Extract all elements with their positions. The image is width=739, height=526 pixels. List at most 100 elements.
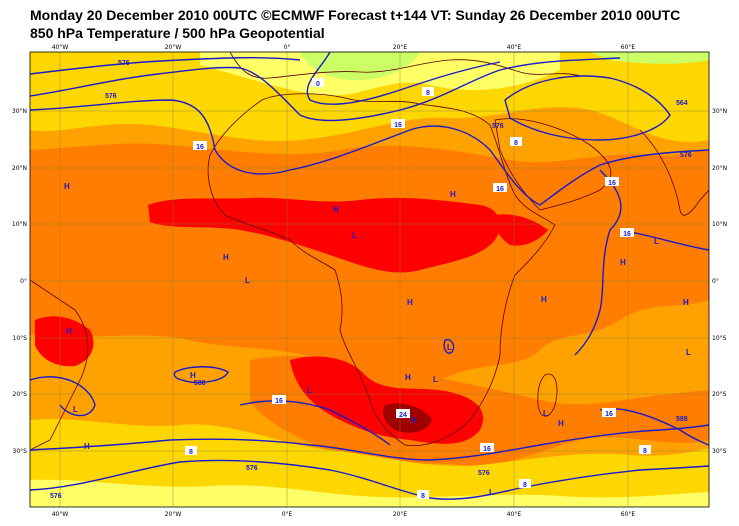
temp-label: 8 [426, 90, 430, 97]
geopotential-label-group: 576 576 576 564 576 588 576 576 576 588 [50, 60, 692, 500]
geopotential-label: 576 [118, 60, 130, 67]
low-marker: L [245, 276, 250, 285]
lon-tick-label: 20°E [393, 511, 408, 518]
south-america-coast [30, 279, 89, 451]
temperature-field [30, 52, 709, 507]
lat-tick-label: 20°S [13, 391, 28, 398]
contour-n2 [30, 57, 621, 122]
geopotential-label: 564 [676, 100, 688, 107]
lat-tick-label: 30°N [712, 108, 727, 115]
contour-lines [30, 52, 709, 500]
coastlines [30, 52, 709, 451]
temp-label: 8 [643, 448, 647, 455]
contour-s3 [30, 424, 709, 461]
temperature-label-group: 0 8 8 16 16 16 16 16 16 16 8 8 8 16 24 8 [185, 78, 651, 500]
graticule [30, 52, 709, 507]
lat-tick-label: 30°S [13, 448, 28, 455]
shade-south-cool [30, 479, 709, 507]
geopotential-label: 576 [492, 123, 504, 130]
map-title: Monday 20 December 2010 00UTC ©ECMWF For… [30, 7, 681, 23]
high-marker: H [64, 182, 70, 191]
contour-s6 [599, 408, 709, 446]
temp-label: 16 [483, 446, 491, 453]
high-marker: H [450, 190, 456, 199]
shade-red-south-africa [290, 356, 484, 444]
contour-loop-arabia [504, 75, 671, 141]
contour-n1 [30, 57, 301, 75]
contour-east [574, 169, 622, 356]
lat-tick-label: 0° [20, 278, 27, 285]
temp-label: 16 [275, 398, 283, 405]
geopotential-label: 576 [50, 493, 62, 500]
geopotential-label: 576 [478, 470, 490, 477]
temp-label: 24 [399, 412, 407, 419]
high-marker: H [190, 371, 196, 380]
high-marker: H [411, 416, 417, 425]
lat-tick-label: 10°S [712, 335, 727, 342]
temp-label: 0 [316, 81, 320, 88]
lon-tick-label: 0°E [282, 511, 293, 518]
high-marker: H [683, 298, 689, 307]
low-marker: L [686, 348, 691, 357]
low-marker: L [447, 343, 452, 352]
geopotential-label: 576 [105, 93, 117, 100]
map-frame [29, 51, 710, 508]
lon-ticks-top: 40°W 20°W 0° 20°E 40°E 60°E [52, 44, 636, 51]
lon-tick-label: 40°E [507, 44, 522, 51]
low-marker: L [73, 405, 78, 414]
shade-red-hornafrica [494, 214, 548, 246]
lat-ticks-right: 30°N 20°N 10°N 0° 10°S 20°S 30°S [712, 108, 727, 455]
high-marker: H [558, 419, 564, 428]
pressure-center-group: H H H H H H H H H H H H H H L L L L L L … [64, 182, 691, 497]
lat-tick-label: 10°N [712, 221, 727, 228]
temp-label: 16 [605, 411, 613, 418]
temp-label: 8 [523, 482, 527, 489]
geopotential-label: 588 [194, 380, 206, 387]
shade-red-sahel [148, 197, 500, 273]
shade-green [300, 52, 420, 81]
high-marker: H [407, 298, 413, 307]
geopotential-label: 576 [680, 152, 692, 159]
lon-tick-label: 40°W [52, 511, 69, 518]
contour-n4 [306, 52, 501, 105]
low-marker: L [433, 375, 438, 384]
shade-red-brazil [35, 316, 94, 367]
lon-tick-label: 60°E [621, 511, 636, 518]
contour-lake [443, 339, 455, 354]
low-marker: L [352, 231, 357, 240]
geopotential-label: 588 [676, 416, 688, 423]
lat-tick-label: 10°S [13, 335, 28, 342]
map-subtitle: 850 hPa Temperature / 500 hPa Geopotenti… [30, 25, 325, 41]
madagascar-coast [537, 373, 558, 417]
high-marker: H [84, 442, 90, 451]
high-marker: H [223, 253, 229, 262]
temp-label: 16 [608, 180, 616, 187]
temp-label: 16 [623, 231, 631, 238]
shade-darkred-core [383, 403, 432, 433]
lon-ticks-bottom: 40°W 20°W 0°E 20°E 40°E 60°E [52, 511, 636, 518]
africa-coast [207, 93, 556, 446]
lon-tick-label: 20°E [393, 44, 408, 51]
lat-tick-label: 20°N [712, 165, 727, 172]
temp-label: 16 [394, 122, 402, 129]
lon-tick-label: 0° [284, 44, 291, 51]
temp-label: 8 [189, 449, 193, 456]
lat-ticks-left: 30°N 20°N 10°N 0° 10°S 20°S 30°S [12, 108, 27, 455]
lon-tick-label: 40°W [52, 44, 69, 51]
contour-s4 [30, 459, 709, 500]
india-coast [639, 129, 709, 216]
temp-label: 16 [496, 186, 504, 193]
lat-tick-label: 0° [712, 278, 719, 285]
lat-tick-label: 10°N [12, 221, 27, 228]
lon-tick-label: 60°E [621, 44, 636, 51]
low-marker: L [543, 409, 548, 418]
lon-tick-label: 20°W [165, 44, 182, 51]
contour-s2 [173, 366, 229, 384]
low-marker: L [654, 237, 659, 246]
shade-green-east [590, 52, 709, 64]
low-marker: L [307, 386, 312, 395]
geopotential-label: 576 [246, 465, 258, 472]
high-marker: H [541, 295, 547, 304]
temp-label: 8 [421, 493, 425, 500]
